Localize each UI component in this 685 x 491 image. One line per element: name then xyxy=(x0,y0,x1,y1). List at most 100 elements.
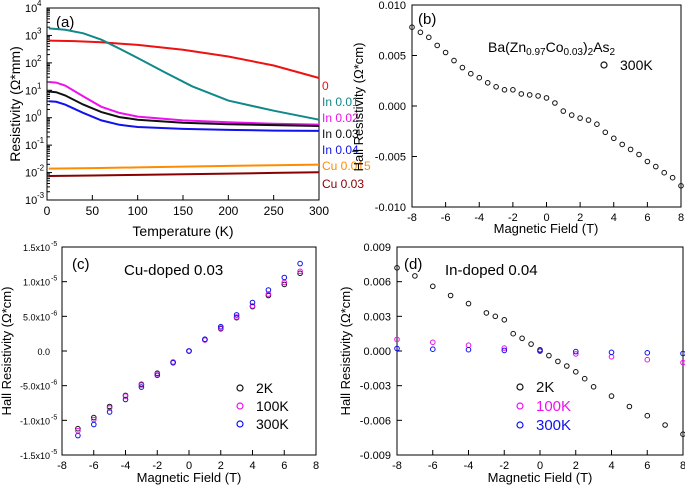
pd-legend-label: 100K xyxy=(536,398,571,415)
pc-ytick-mantissa: 5.0x10 xyxy=(23,312,50,322)
pb-data-point xyxy=(669,174,676,181)
pd-data-point xyxy=(644,412,651,419)
pc-xtick-label: 4 xyxy=(249,460,255,472)
pd-data-point xyxy=(680,431,685,437)
pb-data-point xyxy=(568,112,575,118)
pb-ytick-label: 0.000 xyxy=(378,101,406,113)
panel-a-series-label: In 0.01 xyxy=(322,95,359,109)
pb-data-point xyxy=(585,117,592,123)
panel-a-xlabel: Temperature (K) xyxy=(132,223,233,239)
pd-data-point xyxy=(465,346,472,353)
pb-data-point xyxy=(476,74,483,81)
panel-a-ytick-exp: 0 xyxy=(37,109,42,118)
panel-a-series-label: Cu 0.015 xyxy=(322,159,371,173)
pd-legend-marker xyxy=(516,421,524,429)
panel-b-xlabel: Magnetic Field (T) xyxy=(494,221,599,236)
pd-data-point xyxy=(519,335,525,342)
pb-data-point xyxy=(653,163,659,170)
panel-a-ytick-exp: 2 xyxy=(37,54,42,63)
pb-xtick-label: 0 xyxy=(543,212,549,224)
pd-data-point xyxy=(644,350,651,356)
pd-ytick-label: 0.006 xyxy=(363,277,391,289)
pc-xtick-label: 0 xyxy=(186,460,192,472)
pd-data-point xyxy=(447,292,454,299)
pd-ytick-label: -0.009 xyxy=(360,450,391,462)
panel-a-ytick-base: 10 xyxy=(25,3,37,15)
panel-a-frame xyxy=(46,7,320,201)
pb-data-point xyxy=(602,129,609,136)
panel-c-ylabel: Hall Resistivity (Ω*cm) xyxy=(0,287,14,416)
pc-data-point xyxy=(297,268,303,275)
panel-a-ytick-exp: -2 xyxy=(37,164,45,173)
pb-data-point xyxy=(636,151,642,158)
panel-a-xtick-label: 100 xyxy=(128,204,148,218)
pc-data-point xyxy=(75,425,81,432)
pb-data-point xyxy=(577,115,583,121)
pb-legend-marker xyxy=(600,61,608,69)
pd-legend-marker xyxy=(516,383,524,391)
pd-data-point xyxy=(465,342,472,349)
pc-legend-label: 2K xyxy=(256,380,274,396)
pb-xtick-label: 6 xyxy=(644,212,650,224)
pb-data-point xyxy=(493,84,499,90)
panel-c-xlabel: Magnetic Field (T) xyxy=(137,470,242,485)
pd-data-point xyxy=(590,384,597,390)
panel-a-series-line xyxy=(48,81,320,126)
pd-data-point xyxy=(555,358,561,365)
panel-a-ytick-exp: -3 xyxy=(37,191,45,200)
pb-data-point xyxy=(442,49,449,56)
panel-a-ytick-exp: 1 xyxy=(37,81,42,90)
pb-xtick-label: -6 xyxy=(441,212,451,224)
pc-ytick-exponent: -6 xyxy=(51,310,57,317)
pd-data-point xyxy=(573,369,579,375)
pb-data-point xyxy=(409,24,415,31)
pd-xtick-label: 8 xyxy=(680,460,685,472)
pc-data-point xyxy=(106,409,113,415)
pd-data-point xyxy=(492,313,499,320)
pd-legend-label: 300K xyxy=(536,417,571,434)
panel-d-label: (d) xyxy=(404,256,422,273)
pd-xtick-label: -8 xyxy=(392,460,402,472)
pc-data-point xyxy=(170,360,176,366)
pd-data-point xyxy=(608,349,615,356)
panel-a-ytick-exp: 3 xyxy=(37,26,42,35)
pb-xtick-label: 2 xyxy=(577,212,583,224)
pb-data-point xyxy=(619,141,626,148)
pc-legend-marker xyxy=(236,384,244,392)
panel-a-series-label: In 0.04 xyxy=(322,143,359,157)
panel-d: (d) In-doped 0.04 Magnetic Field (T) Hal… xyxy=(338,242,685,485)
pb-data-point xyxy=(611,135,617,142)
panel-a-xtick-label: 200 xyxy=(218,204,238,218)
panel-a-series-line xyxy=(48,27,320,121)
pc-data-point xyxy=(75,432,81,439)
pb-data-point xyxy=(417,29,424,36)
panel-c-label: (c) xyxy=(72,256,90,273)
pd-data-point xyxy=(573,351,579,357)
pc-xtick-label: -2 xyxy=(152,460,162,472)
pc-data-point xyxy=(122,393,129,399)
panel-a-label: (a) xyxy=(56,14,74,31)
pc-data-point xyxy=(122,396,129,403)
pc-data-point xyxy=(138,382,145,388)
pb-ytick-label: 0.005 xyxy=(378,51,406,63)
pc-data-point xyxy=(138,384,145,390)
pd-data-point xyxy=(680,359,685,366)
pd-xtick-label: 6 xyxy=(644,460,650,472)
panel-a-series-line xyxy=(48,90,320,127)
panel-a-series-line xyxy=(48,163,320,170)
pd-xtick-label: 4 xyxy=(608,460,614,472)
panel-a-ytick-exp: -1 xyxy=(37,136,45,145)
pb-ytick-label: -0.005 xyxy=(375,152,406,164)
pb-data-point xyxy=(661,169,668,176)
pb-data-point xyxy=(678,183,684,189)
pc-ytick-exponent: -5 xyxy=(51,414,57,421)
pc-xtick-label: 6 xyxy=(281,460,287,472)
pc-data-point xyxy=(186,348,192,354)
pd-data-point xyxy=(564,363,570,369)
pb-data-point xyxy=(594,121,600,127)
panel-a-series-label: Cu 0.03 xyxy=(322,177,364,191)
pc-legend-label: 300K xyxy=(256,416,289,432)
pb-data-point xyxy=(552,100,558,106)
pc-ytick-exponent: -5 xyxy=(51,241,57,248)
